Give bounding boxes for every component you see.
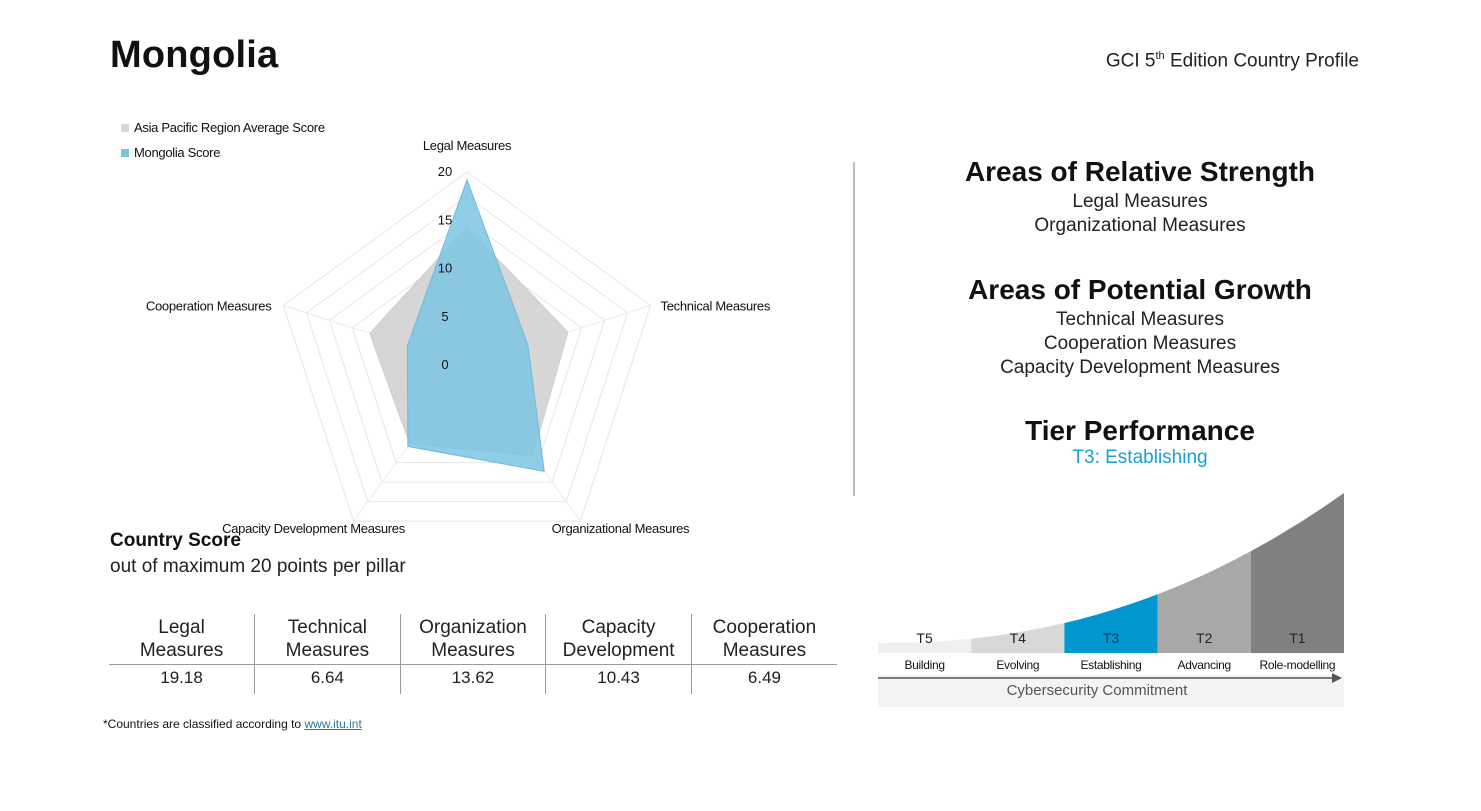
radar-chart: 0 5 10 15 20 Legal Measures Technical Measures…	[121, 120, 771, 536]
score-value: 13.62	[399, 664, 546, 694]
radar-series-area	[406, 178, 545, 472]
score-value-row: 19.18 6.64 13.62 10.43 6.49	[109, 664, 837, 694]
score-col-header: Capacity Development	[545, 614, 692, 665]
header-line: Cooperation	[712, 617, 817, 638]
tier-chart: T5 Building T4 Evolving T3 Establishing T2 Adva…	[878, 493, 1344, 707]
edition-suffix: Edition Country Profile	[1164, 50, 1359, 72]
growth-item: Technical Measures	[1056, 309, 1224, 330]
score-col-header: Cooperation Measures	[690, 614, 837, 665]
country-title: Mongolia	[110, 34, 279, 76]
legend-label: Mongolia Score	[134, 145, 220, 160]
tier-segment	[1250, 493, 1344, 653]
tier-section: Tier Performance T3: Establishing	[900, 415, 1380, 469]
header-line: Legal	[158, 617, 205, 638]
score-value: 6.64	[254, 664, 401, 694]
vertical-divider	[853, 162, 855, 496]
legend-label: Asia Pacific Region Average Score	[134, 120, 325, 135]
radar-grid-ring	[328, 219, 606, 483]
radar-tick-label: 5	[441, 309, 448, 324]
tier-code: T4	[1010, 630, 1027, 646]
tier-code: T5	[916, 630, 933, 646]
tier-title: Tier Performance	[1025, 415, 1255, 446]
footnote-text: *Countries are classified according to	[103, 717, 305, 731]
tier-code: T1	[1289, 630, 1306, 646]
growth-section: Areas of Potential Growth Technical Meas…	[900, 274, 1380, 380]
radar-tick-label: 20	[438, 164, 452, 179]
radar-axis-label: Technical Measures	[661, 298, 771, 313]
header-line: Measures	[139, 640, 224, 661]
header-line: Technical	[287, 617, 367, 638]
radar-tick-label: 0	[441, 357, 448, 372]
header-line: Development	[562, 640, 675, 661]
tier-label: Establishing	[1080, 658, 1141, 672]
score-value: 6.49	[690, 664, 837, 694]
strengths-section: Areas of Relative Strength Legal Measure…	[900, 156, 1380, 238]
score-col-header: Legal Measures	[109, 614, 255, 665]
tier-value: T3: Establishing	[1072, 447, 1208, 468]
score-col-header: Organization Measures	[399, 614, 546, 665]
score-table: Legal Measures Technical Measures Organiza…	[109, 614, 837, 694]
header-line: Capacity	[581, 617, 656, 638]
tier-code: T2	[1196, 630, 1213, 646]
header-line: Measures	[285, 640, 370, 661]
tier-code: T3	[1103, 630, 1120, 646]
score-header-row: Legal Measures Technical Measures Organiza…	[109, 614, 837, 665]
radar-tick-label: 15	[438, 212, 452, 227]
legend-swatch	[121, 124, 129, 132]
radar-tick-label: 10	[438, 261, 452, 276]
tier-label: Role-modelling	[1259, 658, 1335, 672]
itu-link[interactable]: www.itu.int	[304, 717, 362, 731]
legend-swatch	[121, 149, 129, 157]
arrow-right-icon	[1332, 673, 1342, 683]
score-value: 10.43	[545, 664, 692, 694]
edition-prefix: GCI 5	[1105, 50, 1156, 72]
tier-segment	[1157, 551, 1251, 653]
tier-segment	[878, 638, 972, 653]
tier-label: Advancing	[1178, 658, 1231, 672]
strength-item: Legal Measures	[1072, 191, 1208, 212]
tier-axis-band	[878, 675, 1344, 707]
tier-label: Building	[904, 658, 944, 672]
radar-grid-ring	[282, 171, 652, 522]
tier-segment	[1064, 594, 1158, 653]
growth-title: Areas of Potential Growth	[968, 274, 1312, 305]
radar-axis-label: Legal Measures	[423, 138, 512, 153]
country-score-heading: Country Score	[110, 530, 241, 551]
growth-item: Capacity Development Measures	[1000, 357, 1280, 378]
score-col-header: Technical Measures	[254, 614, 401, 665]
radar-grid-ring	[305, 195, 629, 503]
growth-item: Cooperation Measures	[1043, 333, 1237, 354]
header-line: Measures	[431, 640, 515, 661]
edition-superscript: th	[1155, 50, 1165, 62]
radar-axis-label: Capacity Development Measures	[222, 521, 406, 536]
tier-label: Evolving	[996, 658, 1039, 672]
tier-segment	[971, 623, 1065, 653]
header-line: Measures	[722, 640, 807, 661]
score-value: 19.18	[160, 668, 203, 687]
header-line: Organization	[419, 617, 527, 638]
footnote: *Countries are classified according to w…	[103, 717, 362, 731]
strength-item: Organizational Measures	[1034, 215, 1246, 236]
edition-label: GCI 5th Edition Country Profile	[1106, 50, 1359, 72]
radar-axis-label: Organizational Measures	[552, 521, 690, 536]
radar-axis-label: Cooperation Measures	[146, 298, 272, 313]
country-score-subheading: out of maximum 20 points per pillar	[110, 556, 406, 577]
radar-grid-ring	[351, 243, 583, 464]
strengths-title: Areas of Relative Strength	[964, 156, 1316, 187]
tier-axis-label: Cybersecurity Commitment	[1007, 682, 1189, 699]
